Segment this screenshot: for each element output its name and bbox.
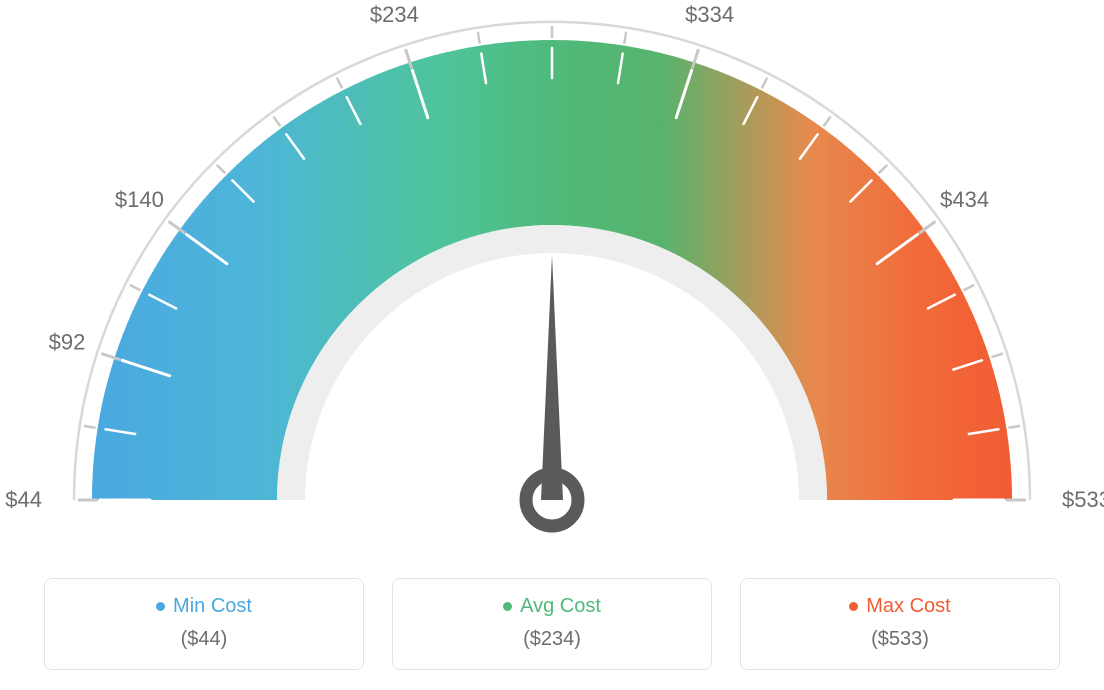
legend-title-avg: Avg Cost [503,595,601,618]
legend-value: ($533) [741,628,1059,651]
legend-value: ($234) [393,628,711,651]
gauge-legend: Min Cost ($44) Avg Cost ($234) Max Cost … [0,578,1104,670]
svg-text:$234: $234 [370,2,419,27]
svg-text:$44: $44 [5,487,42,512]
legend-label: Max Cost [866,595,950,618]
dot-icon [849,602,858,611]
legend-card-max: Max Cost ($533) [740,578,1060,670]
legend-card-min: Min Cost ($44) [44,578,364,670]
svg-text:$533: $533 [1062,487,1104,512]
legend-value: ($44) [45,628,363,651]
legend-title-max: Max Cost [849,595,950,618]
dot-icon [156,602,165,611]
legend-label: Min Cost [173,595,252,618]
legend-title-min: Min Cost [156,595,252,618]
svg-text:$92: $92 [49,329,86,354]
legend-label: Avg Cost [520,595,601,618]
gauge-svg: $44 $92 $140 $234 $334 $434 $533 [0,0,1104,560]
legend-card-avg: Avg Cost ($234) [392,578,712,670]
svg-text:$140: $140 [115,187,164,212]
cost-gauge: $44 $92 $140 $234 $334 $434 $533 [0,0,1104,560]
svg-text:$334: $334 [685,2,734,27]
svg-text:$434: $434 [940,187,989,212]
dot-icon [503,602,512,611]
